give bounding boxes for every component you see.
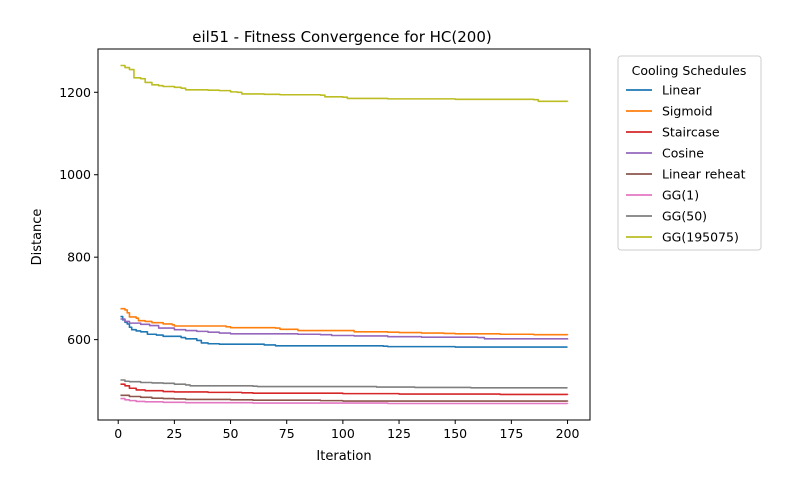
x-tick-label: 50 [223, 426, 239, 441]
plot-frame [97, 48, 591, 421]
legend-label: GG(195075) [662, 230, 739, 245]
series-line-3 [120, 383, 569, 396]
legend-items: Linear Sigmoid Staircase Cosine Linear rehea… [626, 83, 746, 245]
legend-label: Sigmoid [662, 104, 713, 119]
x-tick-label: 175 [499, 426, 523, 441]
series-line-8 [120, 64, 569, 103]
legend-label: GG(1) [662, 188, 699, 203]
y-tick-label: 800 [67, 250, 91, 265]
series-layer [120, 64, 569, 405]
x-axis-label: Iteration [316, 449, 371, 464]
y-axis: 600 800 1000 1200 [59, 85, 98, 347]
legend-title: Cooling Schedules [632, 63, 747, 78]
series-line-4 [120, 318, 569, 340]
x-tick-label: 200 [556, 426, 580, 441]
y-tick-label: 1000 [59, 167, 91, 182]
x-tick-label: 75 [279, 426, 295, 441]
legend-label: Staircase [662, 125, 720, 140]
series-line-5 [120, 394, 569, 402]
y-axis-label: Distance [30, 209, 45, 266]
x-tick-label: 0 [114, 426, 122, 441]
legend-box [617, 55, 762, 251]
y-tick-label: 600 [67, 332, 91, 347]
legend-label: Linear [662, 83, 702, 98]
series-line-7 [120, 379, 568, 389]
series-line-1 [120, 315, 568, 348]
legend-label: Cosine [662, 146, 704, 161]
x-tick-label: 100 [331, 426, 355, 441]
plot-area [97, 48, 591, 421]
x-axis: 0 25 50 75 100 125 150 175 200 [114, 420, 580, 441]
legend: Cooling Schedules Linear Sigmoid Staircase… [617, 55, 762, 251]
y-tick-label: 1200 [59, 85, 91, 100]
series-line-2 [120, 307, 569, 336]
legend-label: GG(50) [662, 209, 707, 224]
x-tick-label: 125 [387, 426, 411, 441]
x-tick-label: 25 [166, 426, 182, 441]
series-line-6 [120, 397, 569, 405]
x-tick-label: 150 [443, 426, 467, 441]
chart-title: eil51 - Fitness Convergence for HC(200) [192, 28, 491, 46]
legend-label: Linear reheat [662, 167, 746, 182]
